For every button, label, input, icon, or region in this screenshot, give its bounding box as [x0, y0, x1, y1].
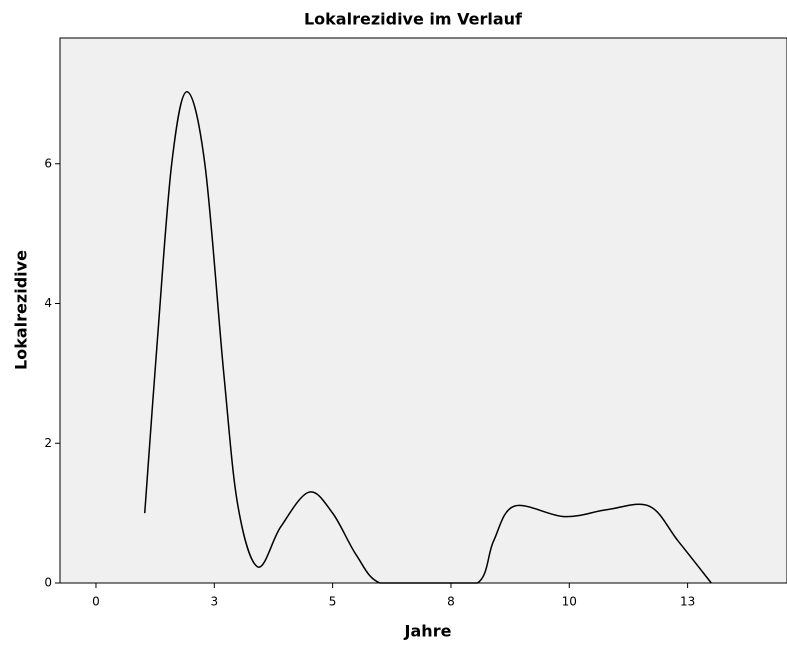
y-tick-label: 2: [44, 436, 52, 450]
y-tick-label: 4: [44, 296, 52, 310]
plot-area: [59, 37, 787, 584]
x-tick-label: 13: [680, 595, 695, 609]
line: [143, 91, 712, 584]
chart-title: Lokalrezidive im Verlauf: [304, 10, 523, 29]
y-axis-label: Lokalrezidive: [12, 250, 31, 370]
x-axis-label: Jahre: [404, 622, 452, 641]
x-tick-label: 10: [562, 595, 577, 609]
x-tick-label: 3: [210, 595, 218, 609]
y-tick-label: 0: [44, 576, 52, 590]
y-tick-label: 6: [44, 156, 52, 170]
x-tick-label: 8: [447, 595, 455, 609]
x-tick-label: 5: [329, 595, 337, 609]
x-tick-label: 0: [92, 595, 100, 609]
